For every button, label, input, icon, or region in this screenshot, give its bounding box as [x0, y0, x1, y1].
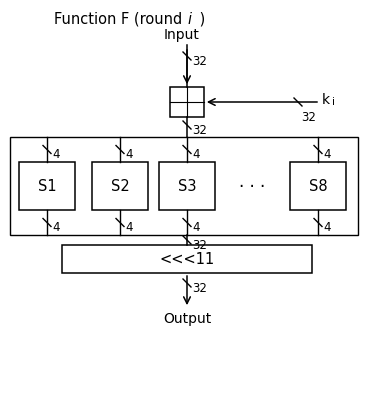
Text: 4: 4 [52, 148, 59, 161]
Text: 4: 4 [323, 221, 331, 234]
Text: 32: 32 [192, 281, 207, 294]
Text: ): ) [195, 12, 205, 27]
Text: 4: 4 [323, 148, 331, 161]
Text: i: i [187, 12, 191, 27]
Bar [62, 245, 312, 273]
Text: <<<11: <<<11 [159, 252, 215, 267]
Text: Function F (round: Function F (round [54, 12, 187, 27]
Text: S3: S3 [178, 179, 196, 194]
Text: 4: 4 [125, 148, 132, 161]
Text: k: k [322, 93, 330, 107]
Bar [159, 163, 215, 211]
Text: 4: 4 [192, 221, 199, 234]
Text: i: i [332, 97, 335, 107]
Bar [19, 163, 75, 211]
Text: 4: 4 [125, 221, 132, 234]
Text: S8: S8 [309, 179, 327, 194]
Text: 32: 32 [301, 111, 316, 124]
Text: 32: 32 [192, 238, 207, 252]
Bar [290, 163, 346, 211]
Text: · · ·: · · · [239, 178, 266, 196]
Text: 32: 32 [192, 55, 207, 68]
Text: S1: S1 [38, 179, 56, 194]
Text: Output: Output [163, 311, 211, 325]
Text: 32: 32 [192, 124, 207, 137]
Text: 4: 4 [52, 221, 59, 234]
Text: Input: Input [164, 28, 200, 42]
Text: S2: S2 [111, 179, 129, 194]
Bar [170, 88, 204, 118]
Bar [10, 138, 358, 236]
Bar [92, 163, 148, 211]
Text: 4: 4 [192, 148, 199, 161]
